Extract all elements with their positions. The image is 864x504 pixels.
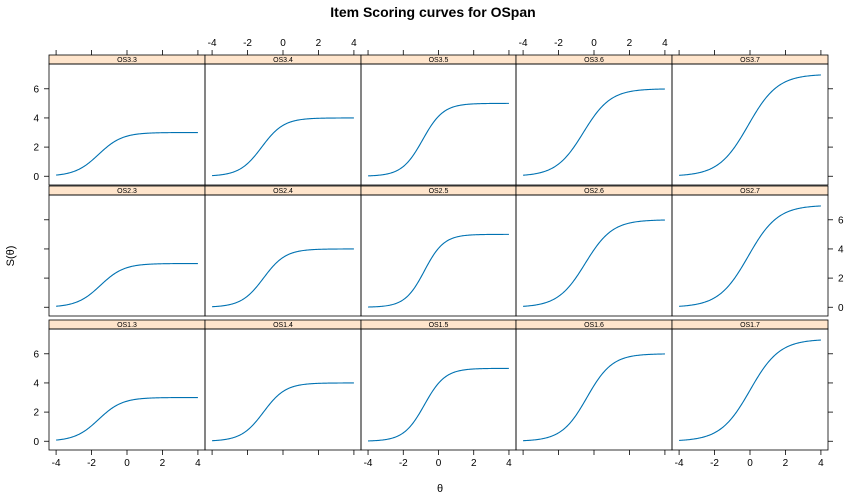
panel-frame	[204, 63, 362, 186]
panel-frame	[48, 194, 206, 317]
x-tick-label: -4	[208, 38, 217, 49]
y-tick-label: 0	[33, 172, 39, 183]
panel-frame	[515, 194, 673, 317]
x-tick-label: -2	[399, 458, 408, 469]
panel-frame	[515, 328, 673, 451]
x-tick-label: 4	[662, 38, 668, 49]
x-tick-label: -4	[52, 458, 61, 469]
series-line	[679, 205, 821, 307]
y-tick-label: 2	[33, 143, 39, 154]
series-line	[212, 382, 354, 442]
panel-strip-label: OS2.6	[584, 188, 604, 195]
panel-strip-label: OS1.3	[117, 322, 137, 329]
x-tick-label: 4	[506, 458, 512, 469]
x-tick-label: -2	[554, 38, 563, 49]
panel-strip-label: OS2.4	[273, 188, 293, 195]
y-tick-label: 6	[33, 84, 39, 95]
x-tick-label: -4	[519, 38, 528, 49]
panel-frame	[360, 194, 517, 317]
panel-frame	[671, 63, 829, 186]
y-tick-label: 4	[838, 244, 844, 255]
panel-strip-label: OS3.5	[429, 57, 449, 64]
panel-frame	[204, 328, 362, 451]
series-line	[368, 233, 509, 308]
series-line	[212, 248, 354, 308]
x-tick-label: 2	[783, 458, 789, 469]
series-line	[56, 396, 198, 441]
series-line	[523, 219, 665, 307]
y-tick-label: 2	[838, 274, 844, 285]
x-tick-label: 2	[316, 38, 322, 49]
x-tick-label: -4	[675, 458, 684, 469]
x-tick-label: 4	[351, 38, 357, 49]
x-tick-label: 2	[160, 458, 166, 469]
panel-strip-label: OS2.5	[429, 188, 449, 195]
x-tick-label: 4	[818, 458, 824, 469]
panel-frame	[48, 328, 206, 451]
y-tick-label: 6	[33, 349, 39, 360]
x-axis-label: θ	[437, 483, 443, 495]
x-tick-label: 4	[195, 458, 201, 469]
panel-strip-label: OS3.7	[740, 57, 760, 64]
x-tick-label: -2	[710, 458, 719, 469]
x-tick-label: 0	[591, 38, 597, 49]
y-axis-label: S(θ)	[5, 246, 17, 267]
chart-title: Item Scoring curves for OSpan	[330, 4, 535, 20]
series-line	[679, 339, 821, 441]
y-tick-label: 2	[33, 408, 39, 419]
y-tick-label: 4	[33, 113, 39, 124]
panel-strip-label: OS2.7	[740, 188, 760, 195]
x-tick-label: -2	[243, 38, 252, 49]
panel-strip-label: OS3.3	[117, 57, 137, 64]
panel-strip-label: OS1.6	[584, 322, 604, 329]
panel-strip-label: OS3.6	[584, 57, 604, 64]
series-line	[56, 131, 198, 176]
panel-strip-label: OS3.4	[273, 57, 293, 64]
x-tick-label: 0	[436, 458, 442, 469]
y-tick-label: 4	[33, 378, 39, 389]
y-tick-label: 0	[33, 437, 39, 448]
x-tick-label: 0	[747, 458, 753, 469]
panel-strip-label: OS1.4	[273, 322, 293, 329]
y-tick-label: 6	[838, 215, 844, 226]
series-line	[679, 74, 821, 176]
panel-frame	[360, 328, 517, 451]
series-line	[523, 88, 665, 176]
series-line	[56, 262, 198, 307]
panel-frame	[48, 63, 206, 186]
x-tick-label: 0	[280, 38, 286, 49]
axes-group: -4 -2 0 2 4 -4 -2 0 2 4 -4 -2 0 2 4 -4 -2 0 2 4 -4 -2 0 2 4 0 2 4 6 0…	[33, 38, 844, 469]
panel-strip-label: OS1.5	[429, 322, 449, 329]
panel-strip-label: OS1.7	[740, 322, 760, 329]
panel-frame	[204, 194, 362, 317]
y-tick-label: 0	[838, 303, 844, 314]
series-line	[368, 102, 509, 177]
panel-frame	[360, 63, 517, 186]
panel-frame	[515, 63, 673, 186]
panel-strip-label: OS2.3	[117, 188, 137, 195]
x-tick-label: 0	[124, 458, 130, 469]
series-line	[523, 353, 665, 442]
series-line	[212, 117, 354, 177]
panel-frame	[671, 194, 829, 317]
x-tick-label: 2	[627, 38, 633, 49]
panels-group: OS3.3 OS3.4 OS3.5 OS3.6 OS3.7 OS2.3 OS2.4 OS2.5…	[48, 54, 829, 451]
x-tick-label: 2	[471, 458, 477, 469]
series-line	[368, 367, 509, 442]
x-tick-label: -4	[364, 458, 373, 469]
x-tick-label: -2	[87, 458, 96, 469]
